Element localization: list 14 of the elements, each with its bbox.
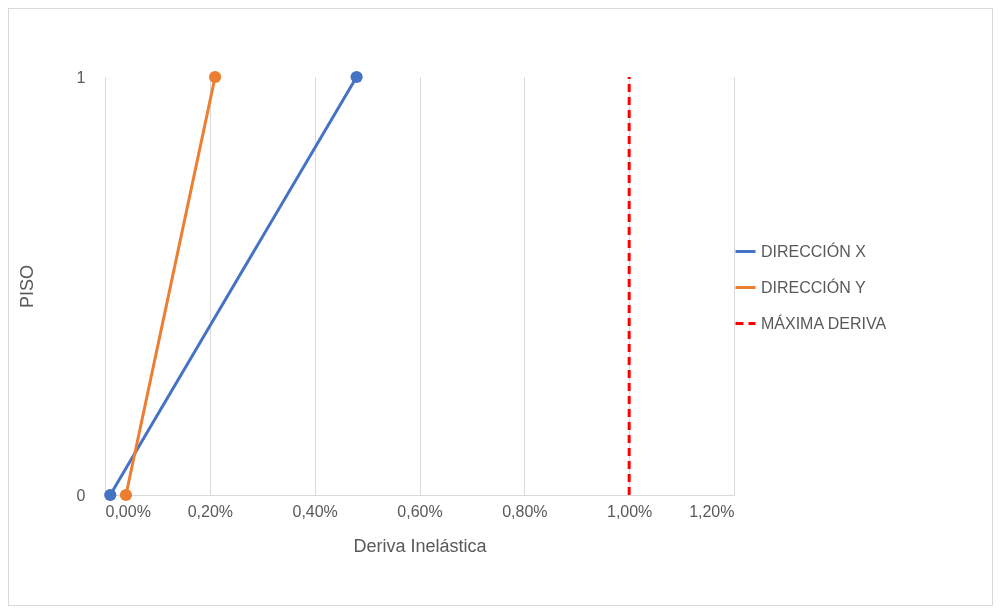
legend-label: DIRECCIÓN Y (761, 277, 866, 296)
y-axis-title: PISO (16, 264, 37, 309)
y-tick-label: 0 (76, 486, 86, 504)
x-tick-label: 0,00% (105, 502, 151, 520)
x-tick-label: 1,00% (606, 502, 653, 520)
x-tick-label: 0,80% (502, 502, 548, 520)
x-tick-label: 0,40% (292, 502, 338, 520)
y-tick-label: 1 (76, 68, 86, 86)
x-tick-label: 1,20% (689, 502, 735, 520)
x-tick-label: 0,60% (397, 502, 443, 520)
legend-label: MÁXIMA DERIVA (761, 313, 887, 332)
x-axis-title: Deriva Inelástica (353, 535, 488, 556)
legend-label: DIRECCIÓN X (761, 241, 867, 260)
x-tick-label: 0,20% (187, 502, 234, 520)
